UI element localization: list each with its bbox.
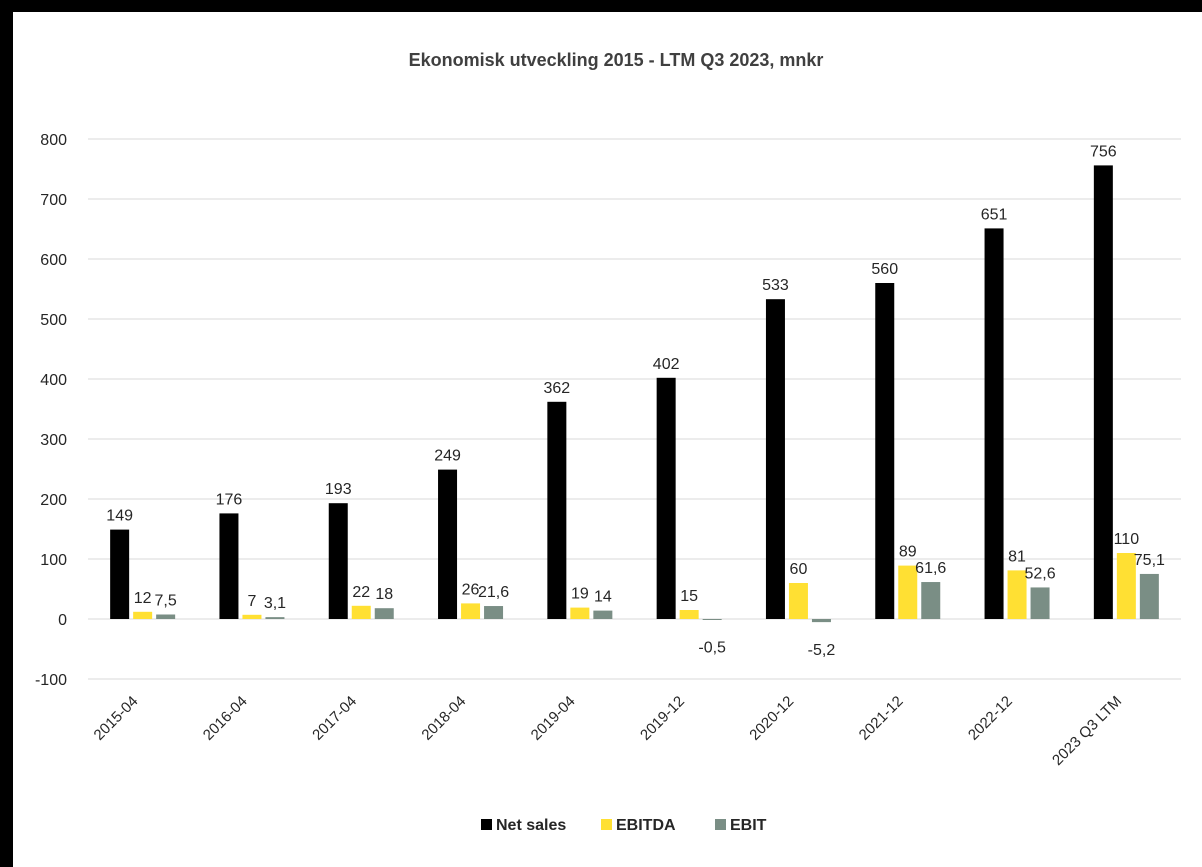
bar-ebitda <box>570 607 590 619</box>
bar-ebit <box>156 614 176 619</box>
bar-ebit <box>702 619 722 620</box>
data-label: 110 <box>1114 531 1140 548</box>
bar-ebit <box>921 582 941 619</box>
y-tick-label: 100 <box>40 552 67 569</box>
x-tick-label: 2015-04 <box>91 693 142 744</box>
data-label: 651 <box>981 206 1008 223</box>
data-label: 12 <box>134 590 152 607</box>
data-label: 21,6 <box>478 584 509 601</box>
data-label: 52,6 <box>1024 565 1055 582</box>
bar-ebitda <box>788 583 808 619</box>
chart-title: Ekonomisk utveckling 2015 - LTM Q3 2023,… <box>409 50 824 70</box>
bar-chart: Ekonomisk utveckling 2015 - LTM Q3 2023,… <box>35 50 1181 834</box>
bar-ebit <box>593 610 613 619</box>
legend-label: EBIT <box>730 817 767 834</box>
x-tick-label: 2020-12 <box>746 693 797 744</box>
bar-net-sales <box>438 469 458 619</box>
bar-net-sales <box>765 299 785 619</box>
bar-ebit <box>484 606 504 619</box>
data-label: 19 <box>571 586 589 603</box>
bar-ebitda <box>133 611 153 619</box>
bar-net-sales <box>984 228 1004 619</box>
data-label: 533 <box>762 277 789 294</box>
y-tick-label: 700 <box>40 192 67 209</box>
y-tick-label: -100 <box>35 672 67 689</box>
bar-net-sales <box>1093 165 1113 619</box>
bar-ebitda <box>351 605 371 619</box>
bar-ebit <box>374 608 394 619</box>
bar-ebitda <box>461 603 481 619</box>
y-tick-label: 200 <box>40 492 67 509</box>
bar-net-sales <box>219 513 239 619</box>
bar-ebitda <box>679 610 699 619</box>
x-axis-ticks: 2015-04 2016-04 2017-04 2018-04 2019-04 2019-… <box>91 693 1126 769</box>
y-tick-label: 0 <box>58 612 67 629</box>
x-tick-label: 2021-12 <box>856 693 907 744</box>
x-tick-label: 2017-04 <box>309 693 360 744</box>
bar-ebit <box>1030 587 1050 619</box>
bar-net-sales <box>656 377 676 619</box>
data-label: 61,6 <box>915 560 946 577</box>
data-label: 249 <box>434 448 461 465</box>
bars <box>110 165 1159 623</box>
data-label: 18 <box>375 586 393 603</box>
x-tick-label: 2023 Q3 LTM <box>1049 693 1125 769</box>
bar-net-sales <box>110 529 130 619</box>
y-tick-label: 500 <box>40 312 67 329</box>
data-label: 176 <box>216 491 243 508</box>
y-tick-label: 300 <box>40 432 67 449</box>
x-tick-label: 2019-04 <box>528 693 579 744</box>
bar-ebit <box>265 617 285 619</box>
y-tick-label: 800 <box>40 132 67 149</box>
data-label: 756 <box>1090 143 1117 160</box>
legend-swatch <box>715 819 726 830</box>
bar-ebit <box>1139 573 1159 619</box>
data-label: 7 <box>247 593 256 610</box>
data-label: 15 <box>680 588 698 605</box>
x-tick-label: 2016-04 <box>200 693 251 744</box>
data-label: 149 <box>106 508 133 525</box>
bar-net-sales <box>547 401 567 619</box>
data-label: 7,5 <box>155 593 177 610</box>
data-label: 26 <box>462 581 480 598</box>
x-tick-label: 2022-12 <box>965 693 1016 744</box>
bar-net-sales <box>328 503 348 619</box>
data-label: 362 <box>543 380 570 397</box>
bar-ebitda <box>1116 553 1136 619</box>
data-label: 89 <box>899 544 917 561</box>
data-label: 60 <box>790 561 808 578</box>
data-label: 81 <box>1008 548 1026 565</box>
legend: Net sales EBITDA EBIT <box>481 817 767 834</box>
chart-card: Ekonomisk utveckling 2015 - LTM Q3 2023,… <box>13 12 1202 867</box>
data-label: -0,5 <box>698 639 726 656</box>
data-label: 402 <box>653 356 680 373</box>
y-axis-ticks: -100 0 100 200 300 400 500 600 700 800 <box>35 132 67 689</box>
x-tick-label: 2018-04 <box>418 693 469 744</box>
legend-label: Net sales <box>496 817 566 834</box>
legend-swatch <box>481 819 492 830</box>
data-label: 14 <box>594 589 612 606</box>
data-label: 3,1 <box>264 595 286 612</box>
y-tick-label: 400 <box>40 372 67 389</box>
bar-ebitda <box>898 565 918 619</box>
bar-ebitda <box>242 614 262 619</box>
data-label: -5,2 <box>808 642 836 659</box>
data-label: 193 <box>325 481 352 498</box>
data-label: 75,1 <box>1134 552 1165 569</box>
bar-ebit <box>811 619 831 623</box>
legend-label: EBITDA <box>616 817 676 834</box>
x-tick-label: 2019-12 <box>637 693 688 744</box>
bar-ebitda <box>1007 570 1027 619</box>
data-label: 560 <box>871 261 898 278</box>
data-label: 22 <box>352 584 370 601</box>
y-tick-label: 600 <box>40 252 67 269</box>
legend-swatch <box>601 819 612 830</box>
bar-net-sales <box>875 283 895 619</box>
